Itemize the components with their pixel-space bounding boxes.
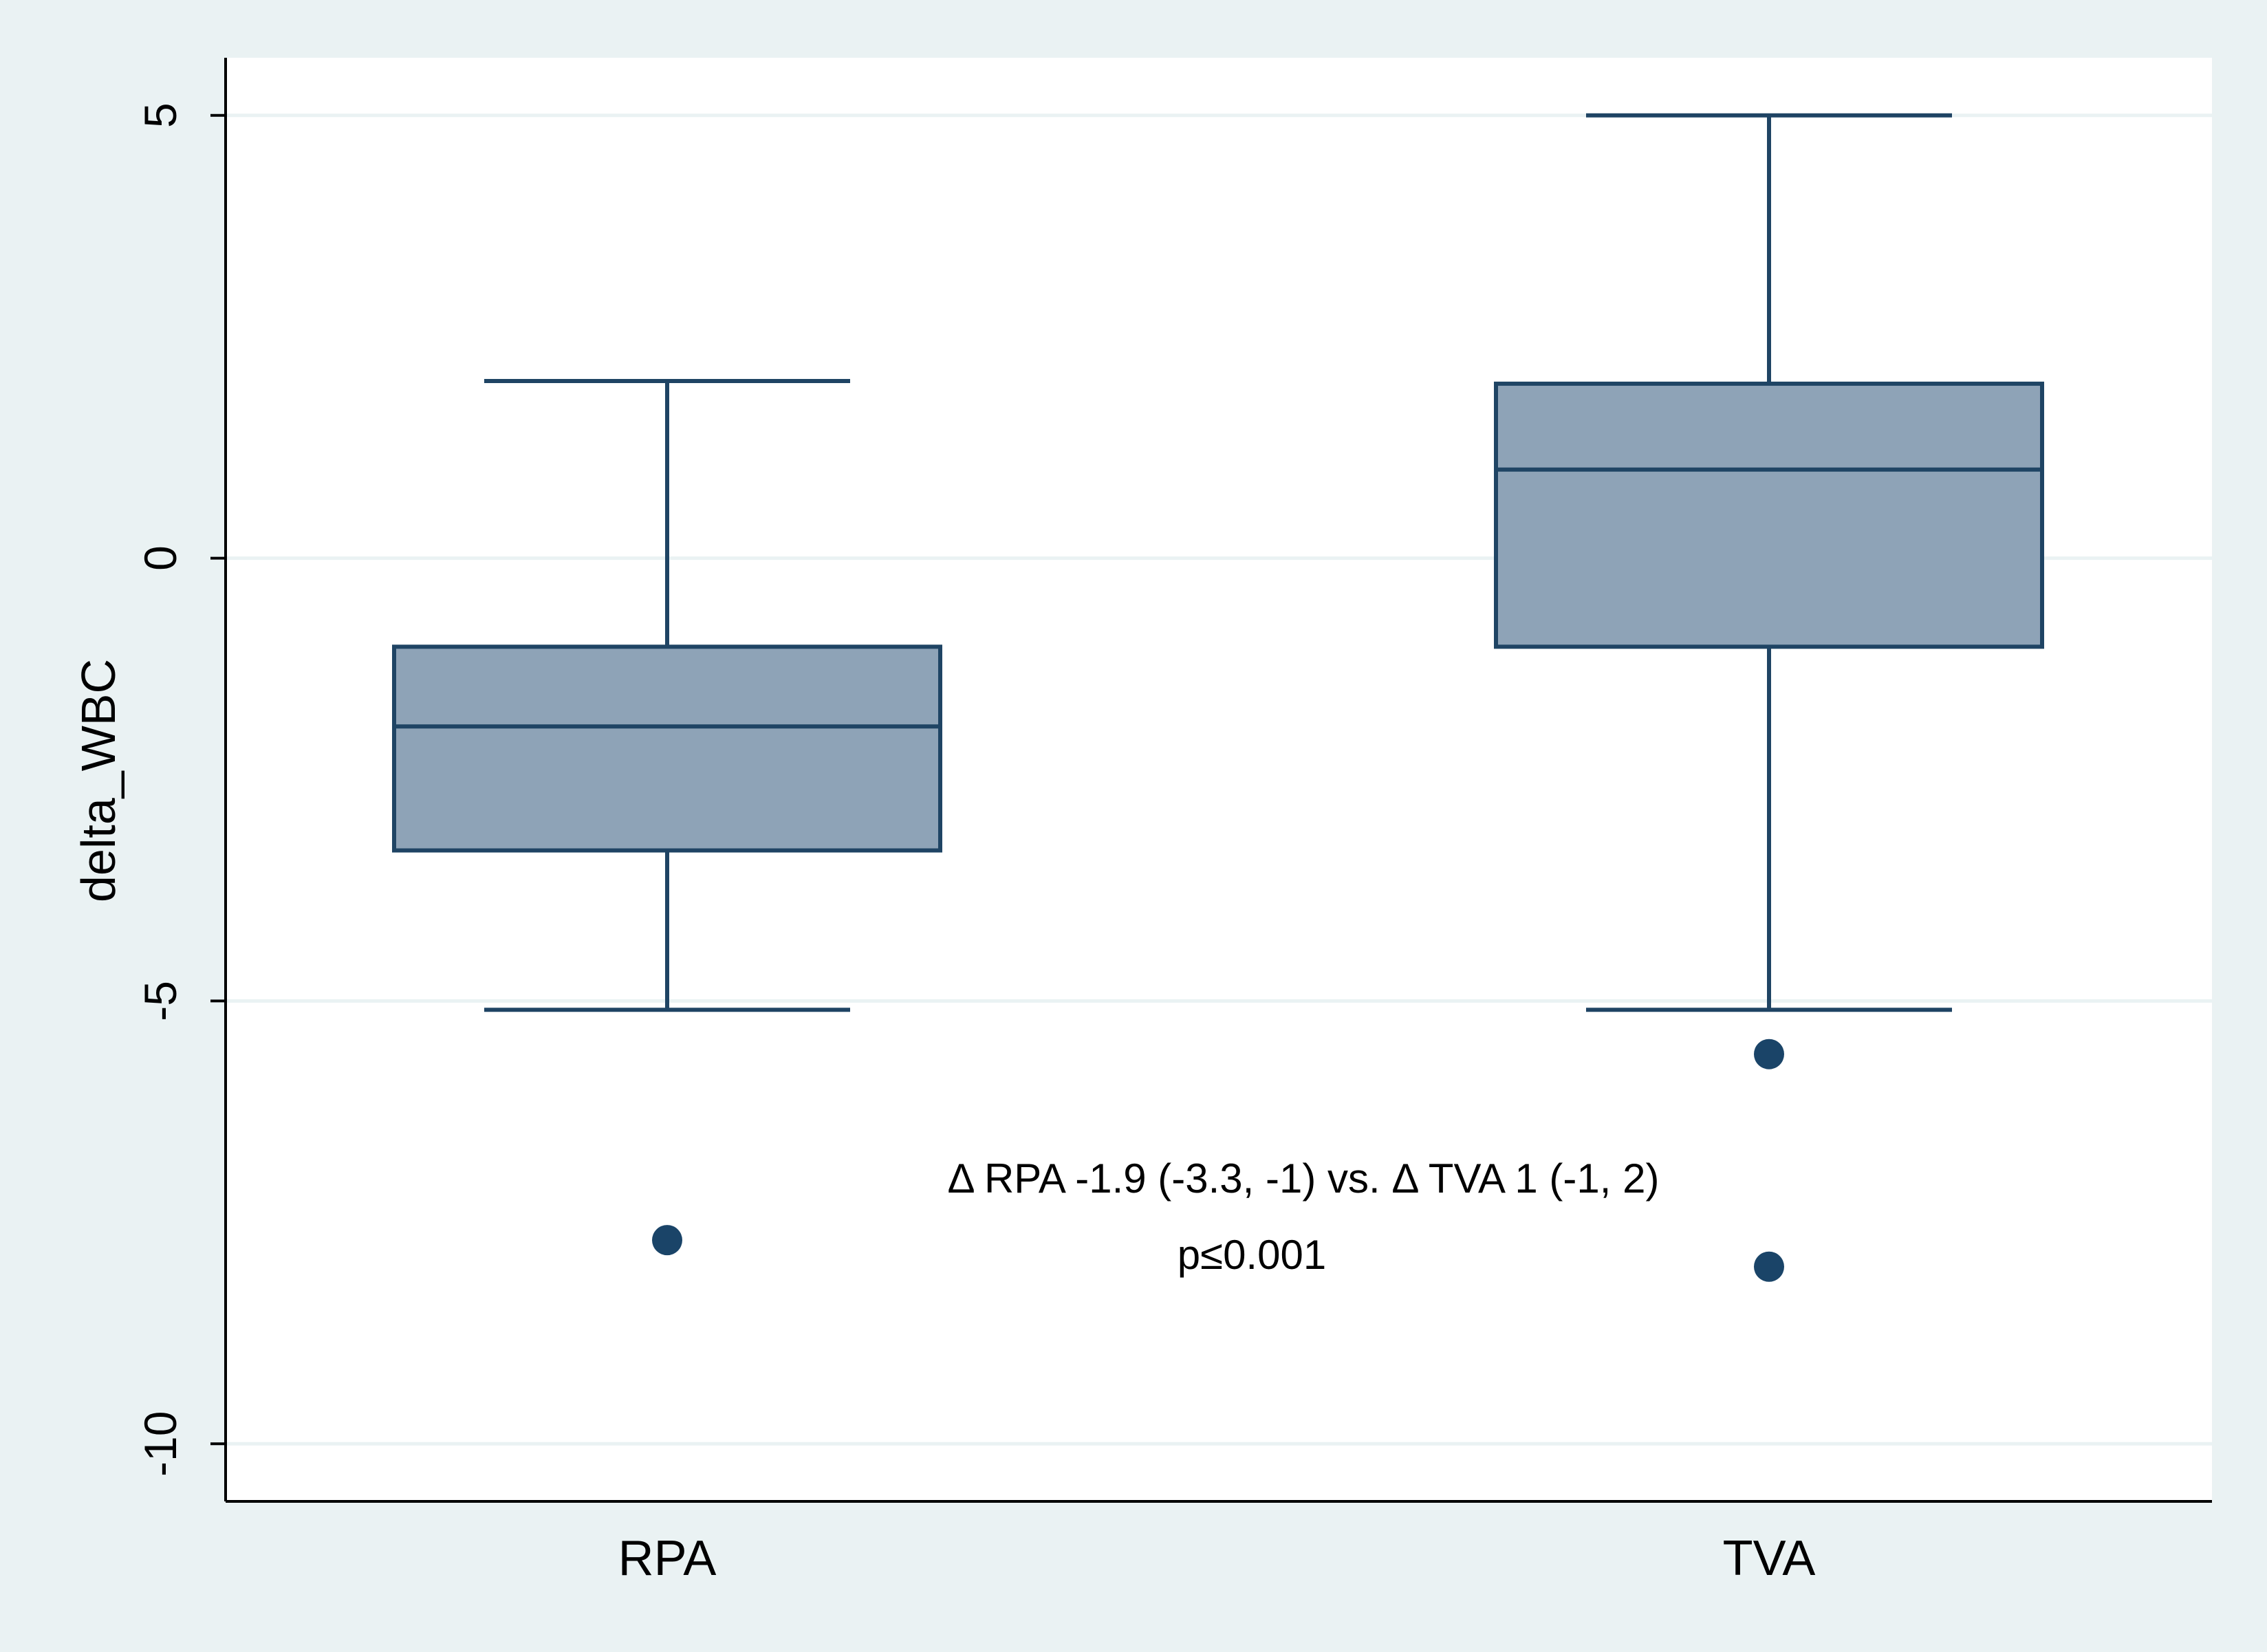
x-category-labels: RPA TVA xyxy=(618,1531,1816,1586)
y-ticks: 5 0 -5 -10 xyxy=(135,102,226,1477)
outlier-point-2 xyxy=(1754,1251,1784,1282)
iqr-box xyxy=(392,644,942,853)
annotation-p-value: p≤0.001 xyxy=(1178,1232,1326,1278)
outlier-point-1 xyxy=(1754,1039,1784,1069)
box-rpa xyxy=(392,379,942,1256)
y-tick-label--10: -10 xyxy=(135,1411,186,1477)
y-tick-label--5: -5 xyxy=(135,981,186,1021)
x-category-label-rpa: RPA xyxy=(618,1531,717,1586)
outlier-point-1 xyxy=(652,1225,682,1256)
axes xyxy=(224,58,2212,1503)
boxes xyxy=(392,113,2044,1282)
y-tick-label-5: 5 xyxy=(135,102,186,128)
y-axis-title: delta_WBC xyxy=(72,659,125,902)
iqr-box xyxy=(1494,381,2044,649)
x-category-label-tva: TVA xyxy=(1723,1531,1816,1586)
box-tva xyxy=(1494,113,2044,1282)
y-tick-label-0: 0 xyxy=(135,545,186,571)
annotation-summary: Δ RPA -1.9 (-3.3, -1) vs. Δ TVA 1 (-1, 2… xyxy=(948,1155,1660,1202)
